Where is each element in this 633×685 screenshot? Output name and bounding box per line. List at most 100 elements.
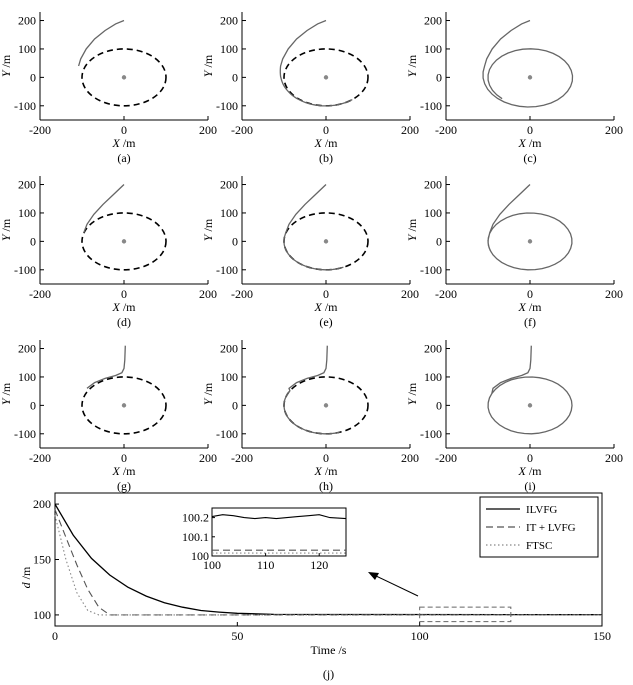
y-axis-label-var: Y — [0, 69, 13, 77]
y-tick-label: 200 — [18, 342, 36, 356]
y-tick-label: -100 — [216, 263, 238, 277]
x-tick-label: 200 — [199, 123, 217, 137]
y-tick-label: 100 — [18, 42, 36, 56]
target-circle — [81, 212, 167, 271]
y-tick-label: 200 — [33, 497, 51, 511]
y-tick-label: 100 — [424, 206, 442, 220]
x-tick-label: -200 — [231, 451, 253, 465]
y-tick-label: 100 — [18, 206, 36, 220]
target-center-dot — [121, 403, 127, 408]
x-tick-label: 0 — [121, 287, 127, 301]
x-tick-label: -200 — [435, 287, 457, 301]
x-axis-label-unit: /m — [322, 136, 338, 150]
x-axis-label: X /m — [111, 300, 136, 314]
y-tick-label: 100 — [220, 42, 238, 56]
y-tick-label: 100 — [424, 42, 442, 56]
zoom-arrow-line — [373, 574, 419, 597]
target-center-dot — [121, 75, 127, 80]
y-tick-label: 100 — [220, 206, 238, 220]
x-axis-label: X /m — [313, 136, 338, 150]
y-tick-label: 200 — [220, 342, 238, 356]
x-axis-label-var: X — [517, 464, 526, 478]
y-tick-label: 100 — [18, 370, 36, 384]
x-tick-label: 0 — [52, 629, 58, 643]
series-line — [54, 515, 602, 616]
x-tick-label: 0 — [121, 123, 127, 137]
x-axis-label-unit: /m — [322, 300, 338, 314]
x-axis-label-var: X — [111, 300, 120, 314]
y-tick-label: 200 — [424, 14, 442, 28]
y-tick-label: -100 — [420, 263, 442, 277]
target-center-dot — [323, 75, 329, 80]
y-tick-label: -100 — [420, 99, 442, 113]
panel-caption: (f) — [524, 315, 536, 329]
y-axis-label-unit: /m — [405, 54, 419, 70]
y-tick-label: 100 — [220, 370, 238, 384]
x-tick-label: -200 — [435, 451, 457, 465]
x-tick-label: 100 — [411, 629, 429, 643]
x-axis-label-unit: /m — [526, 136, 542, 150]
x-axis-label: X /m — [517, 464, 542, 478]
x-tick-label: 0 — [323, 123, 329, 137]
x-tick-label: -200 — [231, 287, 253, 301]
x-axis-label-var: X — [111, 464, 120, 478]
y-axis-label: Y /m — [405, 218, 419, 241]
y-axis-label-unit: /m — [405, 382, 419, 398]
panel-caption: (a) — [117, 151, 130, 165]
y-axis-label-var: Y — [0, 397, 13, 405]
x-axis-label: X /m — [517, 136, 542, 150]
y-axis-label-unit: /m — [201, 218, 215, 234]
y-tick-label: -100 — [14, 263, 36, 277]
target-center-dot — [527, 239, 533, 244]
uav-trajectory — [482, 19, 574, 108]
inset-y-tick-label: 100.2 — [182, 511, 209, 525]
x-axis-label: X /m — [111, 464, 136, 478]
y-axis-label-var: d — [19, 581, 33, 588]
x-axis-label-unit: /m — [120, 136, 136, 150]
y-tick-label: -100 — [216, 427, 238, 441]
x-tick-label: 0 — [121, 451, 127, 465]
y-tick-label: 0 — [436, 398, 442, 412]
x-tick-label: 50 — [231, 629, 243, 643]
x-axis-label-unit: /m — [526, 300, 542, 314]
y-tick-label: 0 — [232, 70, 238, 84]
zoom-window-box — [419, 606, 512, 623]
target-center-dot — [527, 403, 533, 408]
y-tick-label: -100 — [420, 427, 442, 441]
inset-series-line — [211, 514, 347, 520]
uav-trajectory — [487, 184, 573, 271]
x-tick-label: -200 — [435, 123, 457, 137]
y-tick-label: 200 — [18, 14, 36, 28]
x-tick-label: 200 — [401, 287, 419, 301]
x-tick-label: -200 — [29, 451, 51, 465]
y-axis-label-unit: /m — [201, 382, 215, 398]
series-line — [54, 503, 603, 616]
inset-y-tick-label: 100 — [191, 549, 209, 563]
y-axis-label-unit: /m — [405, 218, 419, 234]
y-axis-label-var: Y — [405, 69, 419, 77]
y-tick-label: 0 — [30, 70, 36, 84]
y-axis-label-var: Y — [201, 69, 215, 77]
y-tick-label: 0 — [30, 234, 36, 248]
panel-caption: (g) — [117, 479, 131, 493]
x-axis-label: X /m — [517, 300, 542, 314]
y-axis-label: Y /m — [0, 54, 13, 77]
y-axis-label: Y /m — [201, 54, 215, 77]
target-circle — [81, 48, 167, 107]
panel-caption: (h) — [319, 479, 333, 493]
y-axis-label-var: Y — [405, 233, 419, 241]
uav-trajectory — [283, 184, 344, 271]
inset-x-tick-label: 110 — [257, 558, 275, 572]
y-tick-label: 0 — [436, 70, 442, 84]
inset-x-tick-label: 100 — [203, 558, 221, 572]
inset-x-tick-label: 120 — [310, 558, 328, 572]
y-axis-label-unit: /m — [0, 382, 13, 398]
panel-caption: (j) — [323, 667, 334, 681]
x-axis-label-var: X — [313, 136, 322, 150]
